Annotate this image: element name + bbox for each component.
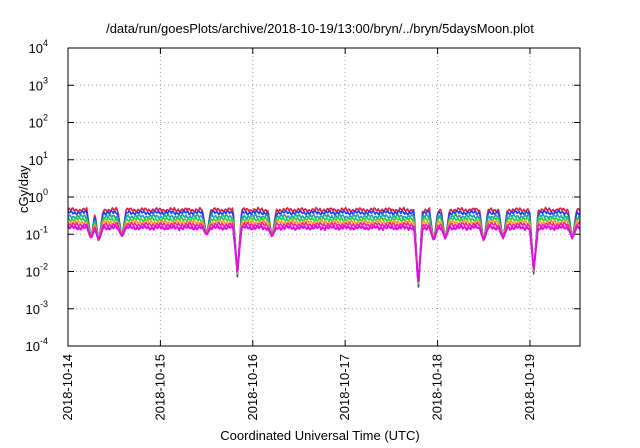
y-tick-label: 104 — [29, 38, 48, 56]
y-axis-label: cGy/day — [16, 165, 31, 213]
x-tick-label: 2018-10-16 — [245, 354, 260, 421]
series-line — [67, 218, 581, 284]
y-tick-label: 10-2 — [26, 262, 48, 280]
y-tick-label: 10-3 — [26, 299, 48, 317]
series-line — [67, 216, 581, 285]
x-axis-label: Coordinated Universal Time (UTC) — [220, 428, 420, 443]
y-tick-label: 10-1 — [26, 224, 48, 242]
series-line — [67, 209, 581, 287]
y-tick-label: 103 — [29, 75, 48, 93]
y-tick-label: 101 — [29, 150, 48, 168]
series-line — [67, 206, 581, 288]
x-tick-label: 2018-10-15 — [152, 354, 167, 421]
series-line — [67, 213, 581, 286]
x-tick-label: 2018-10-14 — [60, 354, 75, 421]
x-tick-label: 2018-10-18 — [430, 354, 445, 421]
plot-frame — [67, 47, 581, 347]
series-line — [67, 224, 581, 282]
y-tick-label: 100 — [29, 187, 48, 205]
chart-title: /data/run/goesPlots/archive/2018-10-19/1… — [106, 21, 534, 36]
y-tick-label: 10-4 — [26, 336, 48, 354]
x-tick-label: 2018-10-19 — [522, 354, 537, 421]
y-tick-label: 102 — [29, 113, 48, 131]
series-line — [67, 221, 581, 283]
x-tick-label: 2018-10-17 — [337, 354, 352, 421]
